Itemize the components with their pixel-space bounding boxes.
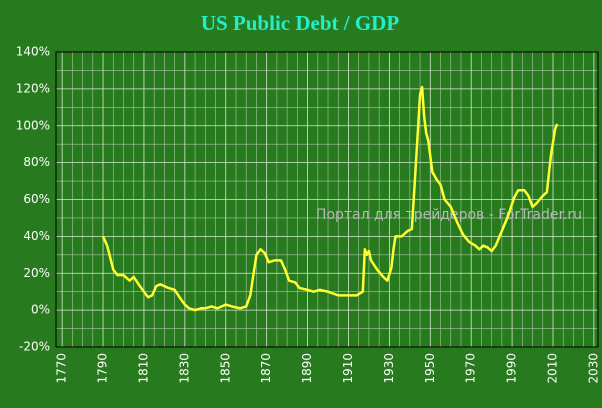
y-tick-label: -20% — [19, 340, 50, 354]
x-tick-label: 1910 — [341, 353, 355, 384]
x-tick-label: 1770 — [55, 353, 69, 384]
y-tick-label: 100% — [16, 118, 50, 132]
x-tick-label: 2030 — [586, 353, 600, 384]
y-tick-label: 80% — [23, 155, 50, 169]
x-tick-label: 1990 — [505, 353, 519, 384]
y-tick-label: 40% — [23, 229, 50, 243]
x-tick-label: 1890 — [300, 353, 314, 384]
x-tick-label: 1930 — [382, 353, 396, 384]
x-tick-label: 1970 — [464, 353, 478, 384]
x-tick-label: 1950 — [423, 353, 437, 384]
x-tick-label: 1830 — [177, 353, 191, 384]
y-tick-label: 20% — [23, 266, 50, 280]
y-tick-label: 60% — [23, 192, 50, 206]
y-tick-label: 120% — [16, 81, 50, 95]
x-tick-label: 1870 — [259, 353, 273, 384]
x-tick-label: 1790 — [96, 353, 110, 384]
chart-title: US Public Debt / GDP — [201, 11, 400, 35]
x-tick-label: 2010 — [546, 353, 560, 384]
data-line — [101, 85, 559, 312]
y-tick-label: 0% — [31, 303, 50, 317]
x-tick-label: 1850 — [218, 353, 232, 384]
plot-frame — [55, 51, 599, 348]
y-tick-label: 140% — [16, 45, 50, 59]
x-tick-label: 1810 — [136, 353, 150, 384]
watermark: Портал для трейдеров - ForTrader.ru — [316, 207, 582, 223]
